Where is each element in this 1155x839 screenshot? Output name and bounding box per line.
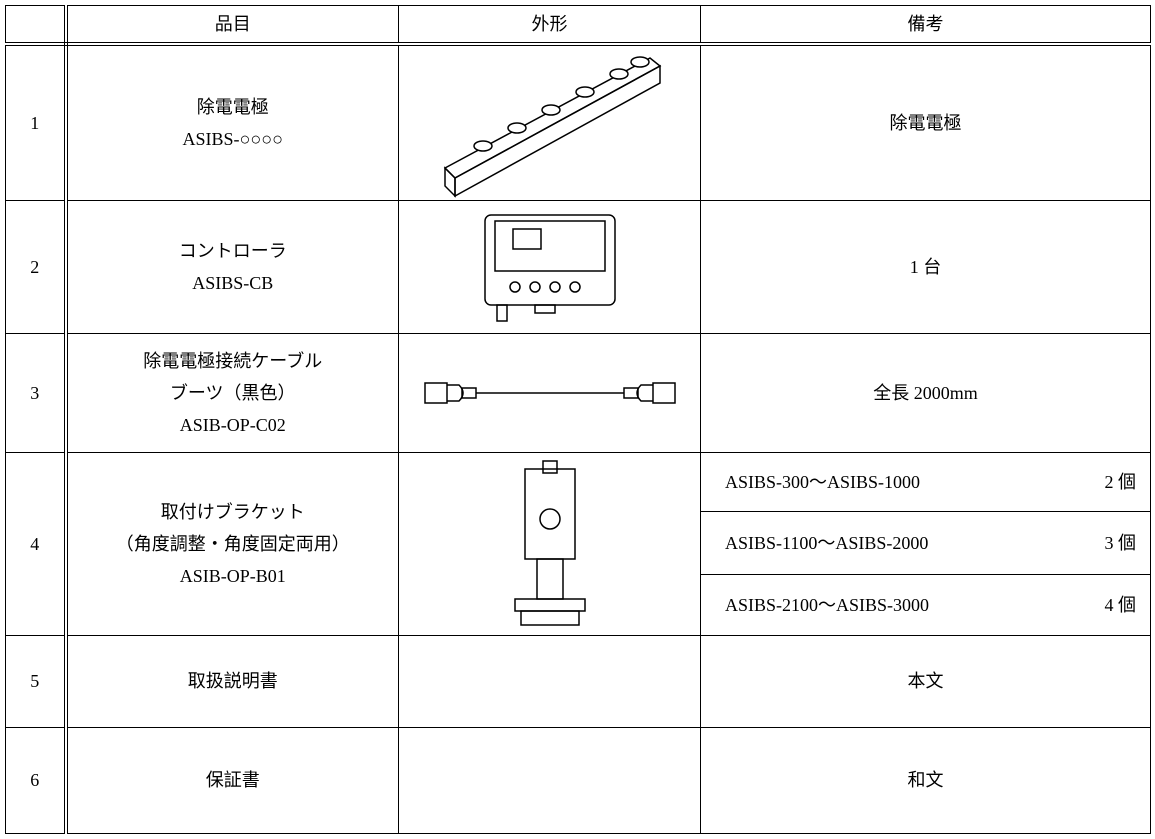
no-cell: 1: [5, 43, 68, 201]
bracket-image: [513, 459, 586, 626]
no-cell: 3: [5, 332, 68, 453]
shape-cell: [398, 451, 701, 636]
remarks-cell: 1 台: [700, 199, 1151, 334]
item-line: ASIB-OP-C02: [179, 414, 286, 435]
item-line: 取付けブラケット: [160, 501, 305, 522]
row: ASIBS-2100～ASIBS-3000 4 個: [6, 573, 1151, 636]
item-line: ASIBS-CB: [192, 272, 274, 293]
row: 3 除電電極接続ケーブル ブーツ（黒色） ASIB-OP-C02 全長 2000mm: [5, 332, 1151, 453]
item-line: コントローラ: [178, 240, 287, 261]
contents-table: 品目 外形 備考 1 除電電極 ASIBS-○○○○ 除電電極 2 コントローラ A…: [5, 5, 1151, 834]
remarks-cell: 全長 2000mm: [700, 332, 1151, 453]
no-cell: 4: [5, 451, 68, 636]
item-cell: コントローラ ASIBS-CB: [65, 199, 399, 334]
shape-cell: [398, 43, 701, 201]
item-cell: 取扱説明書: [65, 634, 399, 728]
row: 2 コントローラ ASIBS-CB 1 台: [5, 199, 1151, 334]
item-cell: 除電電極接続ケーブル ブーツ（黒色） ASIB-OP-C02: [65, 332, 399, 453]
row: 1 除電電極 ASIBS-○○○○ 除電電極: [5, 43, 1151, 201]
header-cell: 備考: [700, 5, 1151, 46]
remarks-cell: 和文: [700, 726, 1151, 834]
item-line: 除電電極接続ケーブル: [143, 350, 323, 371]
header-cell: 品目: [65, 5, 399, 46]
remarks-cell: ASIBS-1100～ASIBS-2000 3 個: [700, 510, 1151, 575]
no-cell: 2: [5, 199, 68, 334]
row: 4 取付けブラケット （角度調整・角度固定両用） ASIB-OP-B01 ASIBS…: [5, 451, 1151, 636]
quantity: 4 個: [1104, 594, 1137, 615]
shape-cell: [398, 332, 701, 453]
controller-image: [483, 213, 616, 322]
item-cell: 取付けブラケット （角度調整・角度固定両用） ASIB-OP-B01: [65, 451, 399, 636]
item-line: ASIBS-○○○○: [182, 128, 283, 149]
remarks-cell: 本文: [700, 634, 1151, 728]
item-line: ASIB-OP-B01: [179, 565, 286, 586]
item-line: （角度調整・角度固定両用）: [115, 533, 350, 554]
cable-image: [423, 381, 676, 404]
row: ASIBS-1100～ASIBS-2000 3 個: [6, 510, 1151, 575]
item-line: ブーツ（黒色）: [169, 382, 296, 403]
quantity: 2 個: [1104, 471, 1137, 492]
row: 5 取扱説明書 本文: [5, 634, 1151, 728]
remarks-cell: ASIBS-2100～ASIBS-3000 4 個: [700, 573, 1151, 636]
header-cell: [5, 5, 68, 46]
model-range: ASIBS-1100～ASIBS-2000: [725, 532, 929, 553]
shape-cell: [398, 199, 701, 334]
header-cell: 外形: [398, 5, 701, 46]
electrode-image: [443, 56, 661, 198]
item-line: 保証書: [205, 770, 260, 790]
header-row: 品目 外形 備考: [5, 5, 1151, 46]
item-line: 除電電極: [196, 96, 269, 117]
item-cell: 保証書: [65, 726, 399, 834]
quantity: 3 個: [1104, 532, 1137, 553]
remarks-cell: 除電電極: [700, 43, 1151, 201]
item-line: 取扱説明書: [187, 671, 278, 691]
shape-cell: [398, 726, 701, 834]
no-cell: 5: [5, 634, 68, 728]
model-range: ASIBS-2100～ASIBS-3000: [725, 594, 930, 615]
remarks-cell: ASIBS-300～ASIBS-1000 2 個: [700, 451, 1151, 512]
model-range: ASIBS-300～ASIBS-1000: [725, 471, 921, 492]
no-cell: 6: [5, 726, 68, 834]
shape-cell: [398, 634, 701, 728]
item-cell: 除電電極 ASIBS-○○○○: [65, 43, 399, 201]
row: 6 保証書 和文: [5, 726, 1151, 834]
